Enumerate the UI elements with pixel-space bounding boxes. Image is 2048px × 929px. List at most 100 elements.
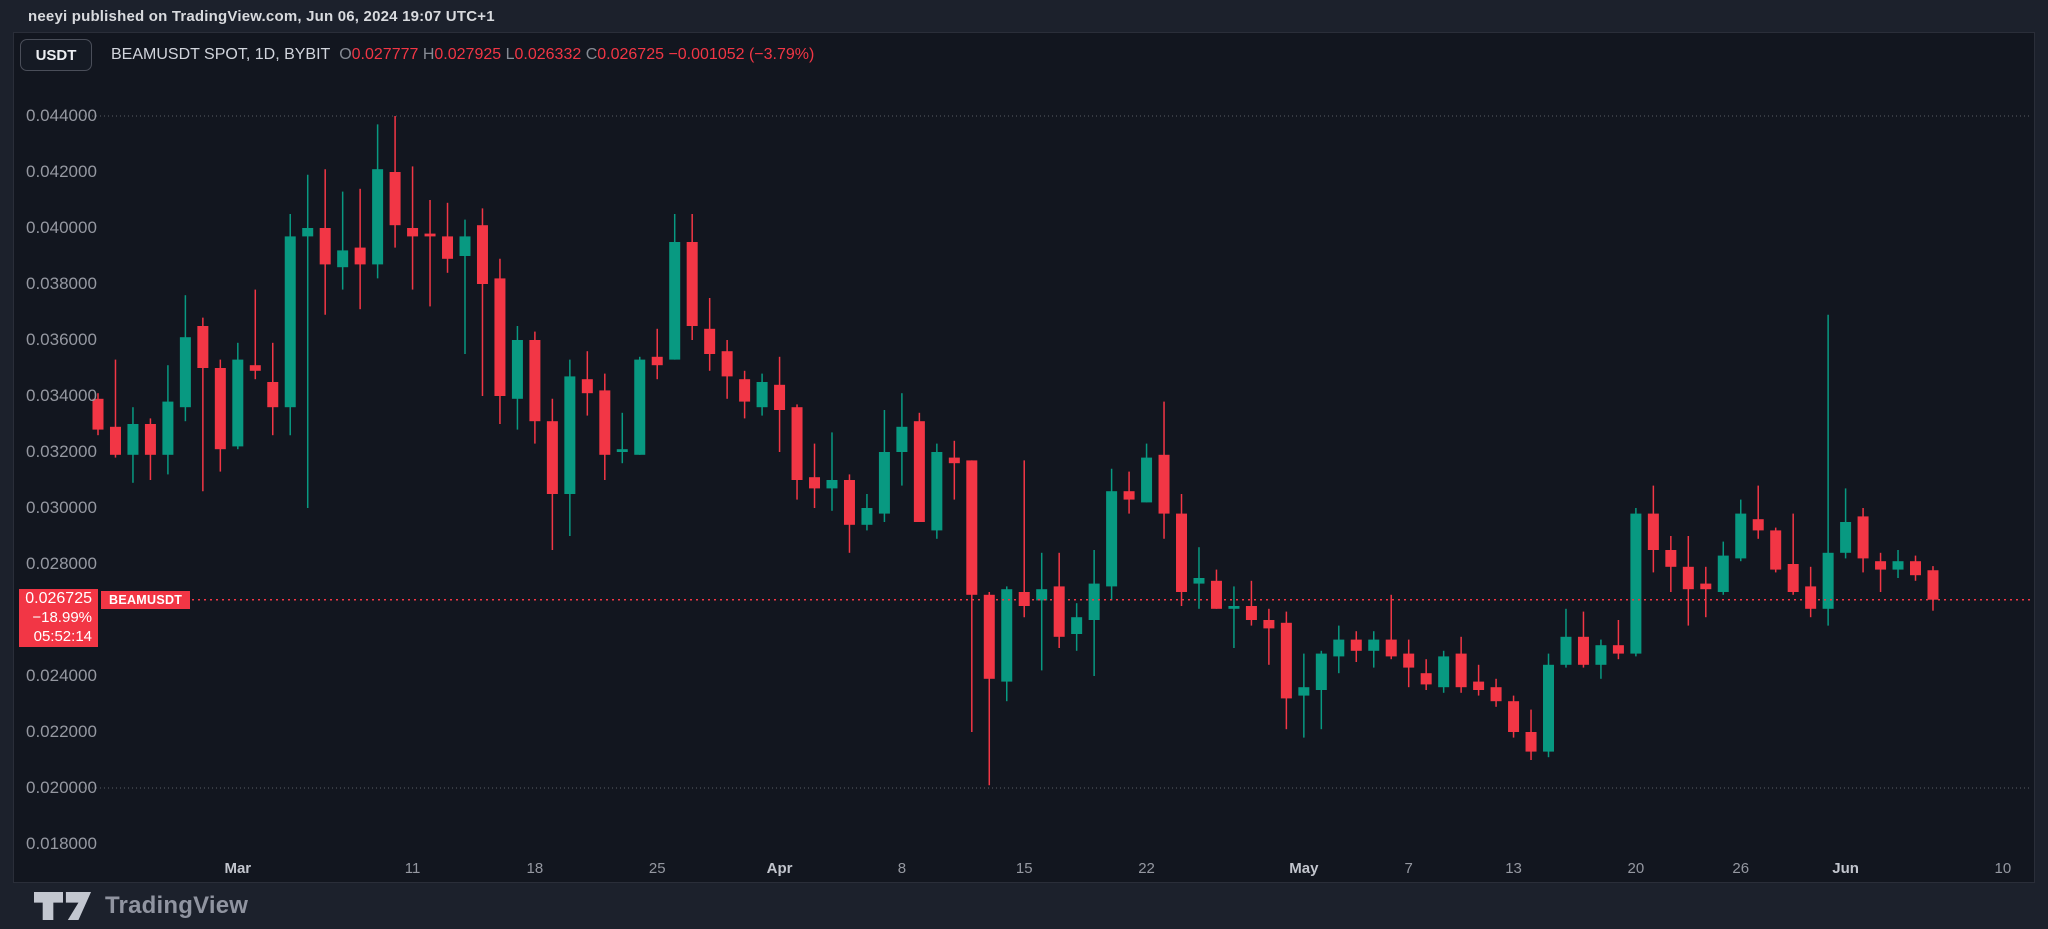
candle-body <box>809 477 821 489</box>
candle-body <box>581 379 593 394</box>
candle-body <box>1333 639 1345 657</box>
candle-body <box>1577 636 1589 665</box>
candle-body <box>1473 681 1485 690</box>
candle-body <box>389 172 401 226</box>
candle-body <box>843 480 855 525</box>
candle-body <box>267 382 279 408</box>
candle-body <box>1805 586 1817 609</box>
candle-body <box>686 242 698 326</box>
candle-body <box>337 250 349 268</box>
candle-body <box>1001 589 1013 682</box>
candle-body <box>1647 513 1659 550</box>
time-scale-label: Apr <box>766 860 793 877</box>
time-scale-label: 11 <box>404 860 421 877</box>
candle-body <box>1735 513 1747 559</box>
candle-body <box>302 228 314 237</box>
time-scale-label: Jun <box>1832 860 1859 877</box>
candle-body <box>1053 586 1065 637</box>
close-label: C <box>585 46 598 63</box>
candle-body <box>1210 580 1222 609</box>
tradingview-logo-icon[interactable] <box>34 891 92 921</box>
candle-body <box>1752 519 1764 531</box>
price-scale-label: 0.038000 <box>26 274 97 293</box>
price-scale-label: 0.036000 <box>26 330 97 349</box>
open-value: 0.027777 <box>351 46 419 63</box>
price-scale-label: 0.032000 <box>26 442 97 461</box>
last-price-change-percent: −18.99% <box>32 609 92 627</box>
candle-body <box>1368 639 1380 651</box>
candle-body <box>1315 653 1327 690</box>
candle-body <box>197 326 209 368</box>
chart-panel: USDT BEAMUSDT SPOT, 1D, BYBIT O 0.027777 … <box>13 32 2035 883</box>
candle-body <box>1350 639 1362 651</box>
candle-body <box>1438 656 1450 688</box>
tradingview-brand-text[interactable]: TradingView <box>105 892 249 919</box>
time-scale-label: 25 <box>648 860 666 877</box>
candle-body <box>1717 555 1729 592</box>
candle-body <box>1141 457 1153 503</box>
candle-body <box>774 384 786 410</box>
currency-toggle-button[interactable]: USDT <box>20 39 92 71</box>
candle-body <box>1245 606 1257 620</box>
candle-body <box>1385 639 1397 657</box>
candlestick-plot <box>84 115 2032 789</box>
time-scale-label: 8 <box>897 860 907 877</box>
candle-body <box>1560 636 1572 665</box>
candle-body <box>826 480 838 489</box>
candle-body <box>791 407 803 480</box>
candle-body <box>109 426 121 455</box>
candle-body <box>372 169 384 265</box>
last-price-label: 0.026725 −18.99% 05:52:14 <box>19 588 98 647</box>
close-value: 0.026725 <box>597 46 664 63</box>
chart-legend-row: USDT BEAMUSDT SPOT, 1D, BYBIT O 0.027777 … <box>20 39 814 71</box>
candle-body <box>1228 606 1240 609</box>
candle-body <box>669 242 681 360</box>
candle-body <box>756 382 768 408</box>
candle-body <box>1857 516 1869 559</box>
candle-body <box>144 424 156 455</box>
symbol-title[interactable]: BEAMUSDT SPOT, 1D, BYBIT <box>111 46 331 63</box>
candle-body <box>127 424 139 455</box>
candle-body <box>232 359 244 447</box>
candle-body <box>1612 645 1624 654</box>
change-value: −0.001052 (−3.79%) <box>668 46 815 63</box>
candle-body <box>1176 513 1188 592</box>
publish-banner-text: neeyi published on TradingView.com, Jun … <box>28 7 495 25</box>
candle-body <box>1927 570 1939 600</box>
candle-body <box>1665 550 1677 567</box>
candle-body <box>1787 564 1799 592</box>
price-scale-label: 0.028000 <box>26 554 97 573</box>
time-scale-label: May <box>1289 860 1319 877</box>
price-line-symbol-badge: BEAMUSDT <box>101 590 191 609</box>
candle-body <box>1018 592 1030 606</box>
candle-body <box>92 398 104 430</box>
time-scale-label: 13 <box>1505 860 1522 877</box>
price-scale-label: 0.034000 <box>26 386 97 405</box>
candle-body <box>1158 454 1170 514</box>
candle-body <box>1455 653 1467 688</box>
candle-body <box>1490 687 1502 702</box>
chart-canvas[interactable] <box>14 33 2034 882</box>
price-scale-label: 0.042000 <box>26 162 97 181</box>
price-scale-label: 0.020000 <box>26 778 97 797</box>
candle-body <box>1910 561 1922 576</box>
candle-body <box>214 368 226 450</box>
candle-body <box>1700 583 1712 590</box>
time-scale-label: 10 <box>1994 860 2012 877</box>
time-scale-label: 20 <box>1627 860 1645 877</box>
price-scale-label: 0.022000 <box>26 722 97 741</box>
candle-body <box>1123 491 1135 500</box>
candle-body <box>476 225 488 284</box>
candle-body <box>1280 622 1292 699</box>
candle-body <box>1298 687 1310 696</box>
candle-body <box>511 340 523 399</box>
candle-body <box>249 365 261 371</box>
candle-body <box>1892 561 1904 570</box>
candle-body <box>948 457 960 464</box>
candle-body <box>1106 491 1118 587</box>
candle-body <box>1840 522 1852 553</box>
candle-body <box>913 421 925 522</box>
high-value: 0.027925 <box>434 46 502 63</box>
candle-body <box>407 228 419 237</box>
candle-body <box>424 233 436 237</box>
